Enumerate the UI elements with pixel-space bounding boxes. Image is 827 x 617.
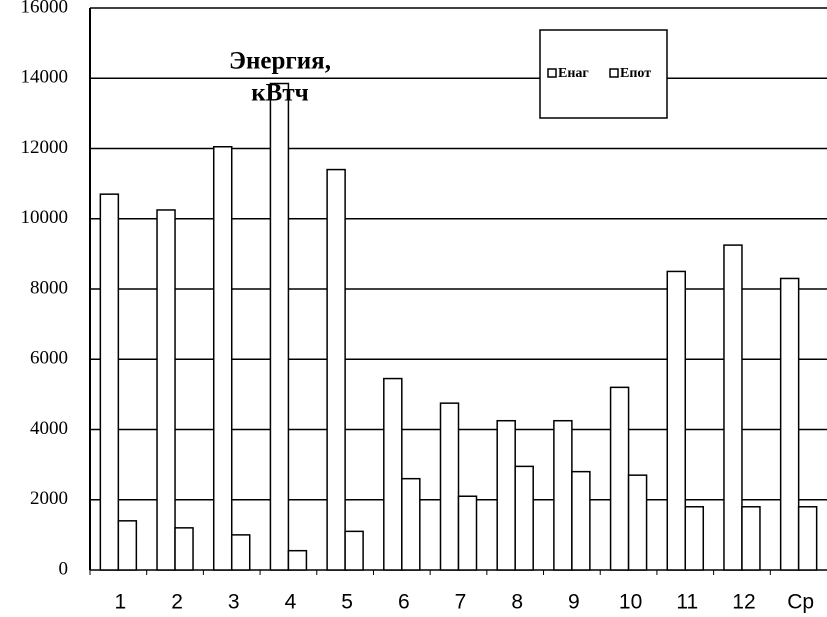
- bar: [401, 477, 421, 571]
- bar: [797, 506, 818, 571]
- bar: [514, 465, 534, 571]
- bar: [383, 377, 403, 571]
- bar: [684, 506, 705, 571]
- x-tick-label: 11: [676, 591, 698, 614]
- bar: [156, 209, 176, 571]
- bar: [553, 419, 573, 571]
- y-tick-label: 12000: [21, 137, 69, 158]
- x-tick-label: 7: [455, 591, 467, 614]
- bar: [779, 277, 800, 571]
- bar: [571, 470, 591, 571]
- y-tick-label: 14000: [21, 67, 69, 88]
- legend-box: [539, 29, 668, 119]
- x-tick-label: 1: [115, 591, 127, 614]
- bar: [117, 520, 138, 571]
- x-tick-label: 5: [341, 591, 353, 614]
- y-tick-label: 0: [59, 558, 69, 579]
- y-tick-label: 8000: [30, 277, 68, 298]
- bar: [723, 244, 743, 571]
- bar: [666, 270, 687, 571]
- x-tick-label: 9: [568, 591, 580, 614]
- bar: [287, 549, 308, 571]
- bar: [269, 82, 290, 571]
- x-tick-label: Ср: [787, 591, 814, 614]
- bar: [230, 534, 251, 571]
- chart-title: Энергия,: [229, 48, 331, 75]
- x-tick-label: 4: [285, 591, 297, 614]
- x-tick-label: 2: [171, 591, 183, 614]
- y-tick-label: 6000: [30, 348, 68, 369]
- bar: [439, 402, 460, 571]
- bar: [174, 527, 194, 571]
- bar: [344, 530, 364, 571]
- bar: [496, 419, 516, 571]
- x-tick-label: 12: [732, 591, 755, 614]
- bar: [609, 386, 630, 571]
- x-tick-label: 10: [619, 591, 642, 614]
- bar: [741, 506, 761, 571]
- bar: [326, 168, 346, 571]
- y-tick-label: 10000: [21, 207, 69, 228]
- bar: [212, 145, 233, 571]
- chart-title: кВтч: [251, 80, 308, 107]
- legend-swatch: [609, 68, 619, 78]
- bar: [457, 495, 478, 571]
- x-tick-label: 3: [228, 591, 240, 614]
- bar: [627, 474, 648, 571]
- x-tick-label: 6: [398, 591, 410, 614]
- y-tick-label: 16000: [21, 0, 69, 17]
- legend-label: Енаг: [558, 66, 589, 81]
- x-tick-label: 8: [511, 591, 523, 614]
- bar: [99, 193, 120, 571]
- y-tick-label: 4000: [30, 418, 68, 439]
- y-tick-label: 2000: [30, 488, 68, 509]
- legend-label: Епот: [620, 66, 651, 81]
- legend-swatch: [547, 68, 557, 78]
